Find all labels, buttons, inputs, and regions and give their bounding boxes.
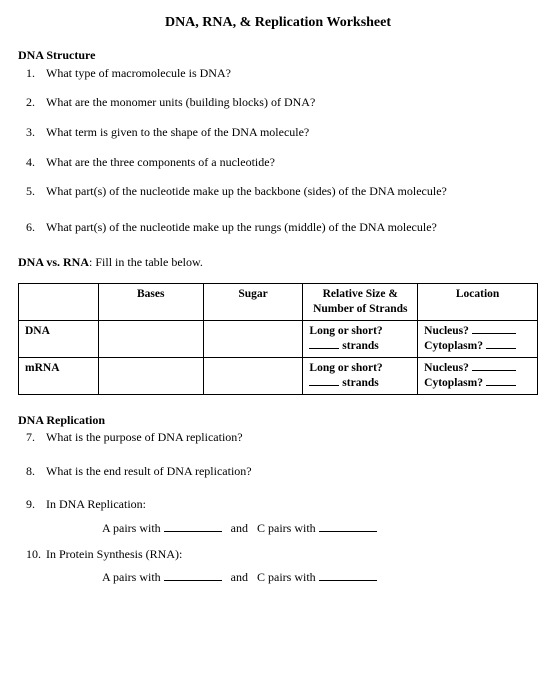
dna-vs-rna-intro: DNA vs. RNA: Fill in the table below. — [18, 255, 538, 271]
cell-size: Long or short? strands — [303, 357, 418, 394]
table-header: Location — [418, 283, 538, 320]
question-number: 3. — [26, 125, 35, 141]
question-item: 1.What type of macromolecule is DNA? — [46, 66, 538, 82]
question-text: What part(s) of the nucleotide make up t… — [46, 220, 437, 234]
fill-blank[interactable] — [309, 348, 339, 349]
pairing-line: A pairs with and C pairs with — [46, 521, 538, 537]
cell-sugar — [203, 357, 303, 394]
c-pairs-label: C pairs with — [257, 570, 316, 584]
table-row: mRNA Long or short? strands Nucleus? Cyt… — [19, 357, 538, 394]
question-text: In Protein Synthesis (RNA): — [46, 547, 182, 561]
section-heading-replication: DNA Replication — [18, 413, 538, 429]
fill-blank[interactable] — [486, 385, 516, 386]
table-header: Relative Size & Number of Strands — [303, 283, 418, 320]
question-text: In DNA Replication: — [46, 497, 146, 511]
c-pairs-label: C pairs with — [257, 521, 316, 535]
table-header: Bases — [98, 283, 203, 320]
table-row: DNA Long or short? strands Nucleus? Cyto… — [19, 320, 538, 357]
table-header — [19, 283, 99, 320]
size-question: Long or short? — [309, 362, 382, 374]
replication-list: 7. What is the purpose of DNA replication… — [18, 430, 538, 586]
nucleus-label: Nucleus? — [424, 362, 469, 374]
pairing-line: A pairs with and C pairs with — [46, 570, 538, 586]
question-number: 8. — [26, 464, 35, 480]
question-item: 2.What are the monomer units (building b… — [46, 95, 538, 111]
question-item: 7.What is the purpose of DNA replication… — [46, 430, 538, 446]
fill-blank[interactable] — [164, 580, 222, 581]
table-header-row: Bases Sugar Relative Size & Number of St… — [19, 283, 538, 320]
dna-vs-rna-instruction: : Fill in the table below. — [89, 255, 203, 269]
cell-size: Long or short? strands — [303, 320, 418, 357]
question-item: 6.What part(s) of the nucleotide make up… — [46, 220, 538, 236]
question-text: What part(s) of the nucleotide make up t… — [46, 184, 447, 198]
question-item: 3.What term is given to the shape of the… — [46, 125, 538, 141]
cell-bases — [98, 357, 203, 394]
strands-label: strands — [342, 340, 378, 352]
question-number: 10. — [26, 547, 41, 563]
row-label: mRNA — [19, 357, 99, 394]
question-number: 6. — [26, 220, 35, 236]
size-question: Long or short? — [309, 325, 382, 337]
question-item: 9.In DNA Replication: A pairs with and C… — [46, 497, 538, 536]
question-text: What term is given to the shape of the D… — [46, 125, 309, 139]
cytoplasm-label: Cytoplasm? — [424, 377, 483, 389]
question-text: What are the three components of a nucle… — [46, 155, 275, 169]
cytoplasm-label: Cytoplasm? — [424, 340, 483, 352]
fill-blank[interactable] — [319, 531, 377, 532]
question-number: 4. — [26, 155, 35, 171]
cell-location: Nucleus? Cytoplasm? — [418, 320, 538, 357]
fill-blank[interactable] — [472, 370, 516, 371]
a-pairs-label: A pairs with — [102, 521, 161, 535]
question-item: 5.What part(s) of the nucleotide make up… — [46, 184, 538, 200]
a-pairs-label: A pairs with — [102, 570, 161, 584]
question-item: 10.In Protein Synthesis (RNA): A pairs w… — [46, 547, 538, 586]
section-heading-dna-vs-rna: DNA vs. RNA — [18, 255, 89, 269]
question-number: 1. — [26, 66, 35, 82]
fill-blank[interactable] — [319, 580, 377, 581]
question-text: What is the purpose of DNA replication? — [46, 430, 243, 444]
nucleus-label: Nucleus? — [424, 325, 469, 337]
section-heading-dna-structure: DNA Structure — [18, 48, 538, 64]
and-label: and — [231, 521, 248, 535]
question-text: What are the monomer units (building blo… — [46, 95, 315, 109]
fill-blank[interactable] — [164, 531, 222, 532]
fill-blank[interactable] — [472, 333, 516, 334]
table-header: Sugar — [203, 283, 303, 320]
question-item: 8.What is the end result of DNA replicat… — [46, 464, 538, 480]
page-title: DNA, RNA, & Replication Worksheet — [18, 14, 538, 32]
question-number: 5. — [26, 184, 35, 200]
question-text: What is the end result of DNA replicatio… — [46, 464, 252, 478]
cell-bases — [98, 320, 203, 357]
comparison-table: Bases Sugar Relative Size & Number of St… — [18, 283, 538, 395]
dna-structure-list: 1.What type of macromolecule is DNA? 2.W… — [18, 66, 538, 236]
fill-blank[interactable] — [309, 385, 339, 386]
question-number: 2. — [26, 95, 35, 111]
strands-label: strands — [342, 377, 378, 389]
cell-location: Nucleus? Cytoplasm? — [418, 357, 538, 394]
question-item: 4.What are the three components of a nuc… — [46, 155, 538, 171]
row-label: DNA — [19, 320, 99, 357]
and-label: and — [231, 570, 248, 584]
cell-sugar — [203, 320, 303, 357]
question-text: What type of macromolecule is DNA? — [46, 66, 231, 80]
question-number: 7. — [26, 430, 35, 446]
fill-blank[interactable] — [486, 348, 516, 349]
question-number: 9. — [26, 497, 35, 513]
